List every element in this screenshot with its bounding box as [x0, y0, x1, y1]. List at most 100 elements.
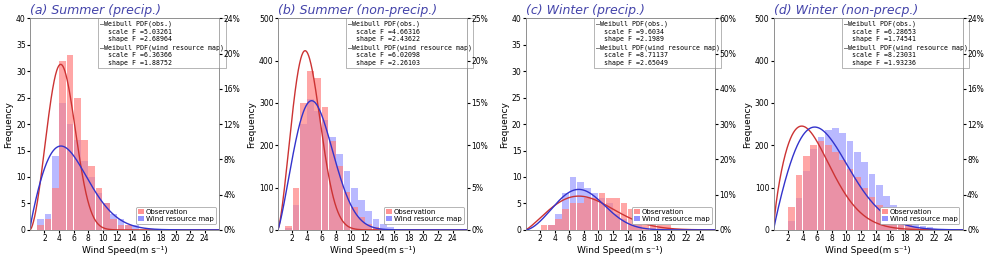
Bar: [606, 203, 613, 230]
Bar: [635, 214, 642, 230]
Bar: [336, 167, 343, 230]
Bar: [788, 207, 795, 230]
Bar: [942, 229, 948, 230]
Bar: [795, 198, 802, 230]
Bar: [883, 212, 890, 230]
Bar: [118, 225, 124, 230]
Bar: [314, 77, 321, 230]
Bar: [111, 219, 117, 230]
Text: —Weibull PDF(obs.)
  scale F =5.03261
  shape F =2.68964
—Weibull PDF(wind resou: —Weibull PDF(obs.) scale F =5.03261 shap…: [100, 20, 224, 66]
Bar: [103, 203, 110, 230]
Bar: [854, 177, 861, 230]
Bar: [905, 224, 912, 230]
Bar: [606, 198, 613, 230]
Bar: [394, 229, 401, 230]
Bar: [359, 200, 365, 230]
Bar: [920, 226, 926, 230]
Bar: [912, 223, 919, 230]
Bar: [555, 214, 562, 230]
Bar: [66, 55, 73, 230]
Bar: [300, 124, 306, 230]
Bar: [832, 152, 839, 230]
Bar: [322, 107, 328, 230]
Bar: [96, 193, 103, 230]
Y-axis label: Frequency: Frequency: [247, 101, 256, 148]
Bar: [103, 203, 110, 230]
Bar: [788, 221, 795, 230]
Y-axis label: Frequency: Frequency: [500, 101, 509, 148]
Bar: [832, 128, 839, 230]
Bar: [803, 156, 810, 230]
Bar: [124, 225, 131, 230]
Bar: [366, 211, 372, 230]
X-axis label: Wind Speed(m s⁻¹): Wind Speed(m s⁻¹): [825, 246, 911, 255]
Text: —Weibull PDF(obs.)
  scale F =6.28653
  shape F =1.74541
—Weibull PDF(wind resou: —Weibull PDF(obs.) scale F =6.28653 shap…: [844, 20, 967, 66]
Bar: [927, 227, 934, 230]
Bar: [307, 71, 314, 230]
Bar: [847, 141, 854, 230]
Bar: [920, 228, 926, 230]
Bar: [380, 229, 386, 230]
Bar: [59, 61, 66, 230]
Bar: [825, 131, 832, 230]
Bar: [642, 219, 649, 230]
Bar: [890, 205, 897, 230]
Bar: [372, 227, 379, 230]
X-axis label: Wind Speed(m s⁻¹): Wind Speed(m s⁻¹): [82, 246, 167, 255]
Bar: [875, 185, 882, 230]
Bar: [890, 217, 897, 230]
Text: (b) Summer (non-precip.): (b) Summer (non-precip.): [278, 4, 437, 17]
Bar: [927, 229, 934, 230]
Bar: [81, 161, 88, 230]
Bar: [547, 225, 554, 230]
Bar: [329, 141, 336, 230]
Bar: [664, 225, 671, 230]
Bar: [351, 188, 358, 230]
Bar: [387, 229, 394, 230]
Bar: [628, 209, 634, 230]
Bar: [584, 188, 591, 230]
Bar: [286, 226, 292, 230]
Bar: [300, 103, 306, 230]
Text: —Weibull PDF(obs.)
  scale F =4.66316
  shape F =2.43622
—Weibull PDF(wind resou: —Weibull PDF(obs.) scale F =4.66316 shap…: [348, 20, 472, 66]
Text: (d) Winter (non-precp.): (d) Winter (non-precp.): [774, 4, 918, 17]
Bar: [862, 162, 867, 230]
Bar: [74, 140, 81, 230]
Bar: [59, 103, 66, 230]
Bar: [614, 214, 620, 230]
Bar: [540, 225, 547, 230]
Bar: [883, 196, 890, 230]
Bar: [810, 149, 817, 230]
Bar: [555, 219, 562, 230]
Bar: [380, 224, 386, 230]
Bar: [620, 203, 627, 230]
Bar: [118, 219, 124, 230]
Bar: [562, 193, 569, 230]
Bar: [620, 219, 627, 230]
Bar: [314, 111, 321, 230]
Bar: [810, 145, 817, 230]
Bar: [898, 221, 904, 230]
Bar: [599, 193, 606, 230]
Bar: [387, 227, 394, 230]
Bar: [372, 219, 379, 230]
Bar: [322, 120, 328, 230]
Bar: [292, 188, 299, 230]
Legend: Observation, Wind resource map: Observation, Wind resource map: [384, 207, 463, 224]
Bar: [336, 154, 343, 230]
Bar: [854, 152, 861, 230]
Bar: [344, 192, 351, 230]
Bar: [66, 124, 73, 230]
Y-axis label: Frequency: Frequency: [743, 101, 752, 148]
Bar: [847, 169, 854, 230]
Bar: [614, 198, 620, 230]
Bar: [96, 188, 103, 230]
Bar: [650, 219, 656, 230]
Y-axis label: Frequency: Frequency: [4, 101, 13, 148]
Bar: [38, 225, 44, 230]
Bar: [366, 224, 372, 230]
Bar: [825, 145, 832, 230]
Bar: [934, 229, 941, 230]
Bar: [402, 229, 409, 230]
Bar: [577, 203, 584, 230]
